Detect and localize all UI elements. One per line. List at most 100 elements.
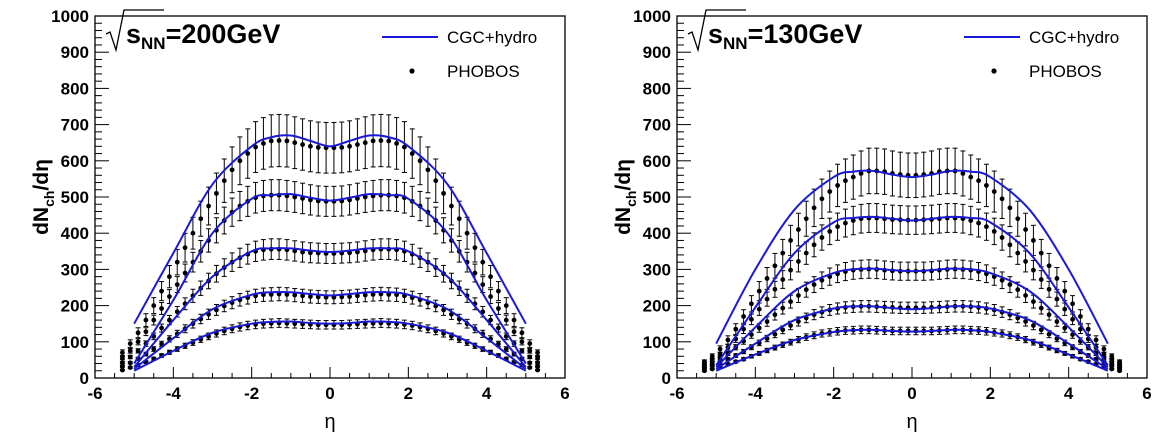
data-marker — [127, 348, 133, 354]
data-point — [268, 318, 274, 329]
data-point — [1023, 250, 1029, 273]
data-marker — [819, 235, 825, 240]
data-marker — [999, 196, 1005, 202]
data-point — [284, 114, 290, 168]
y-tick-label: 200 — [643, 297, 671, 316]
data-point — [339, 242, 345, 264]
data-marker — [143, 317, 149, 323]
x-tick-label: 6 — [1142, 384, 1151, 403]
data-marker — [127, 341, 133, 347]
data-marker — [984, 224, 989, 230]
data-point — [159, 281, 165, 302]
data-point — [999, 271, 1005, 290]
data-marker — [261, 141, 266, 146]
data-marker — [120, 364, 125, 369]
data-point — [300, 182, 306, 215]
data-marker — [1046, 263, 1052, 269]
data-point — [1015, 241, 1021, 265]
data-point — [1015, 281, 1021, 298]
data-series — [119, 113, 541, 356]
x-tick-label: -4 — [748, 384, 764, 403]
energy-s: s — [708, 19, 723, 49]
data-marker — [527, 360, 533, 366]
data-marker — [780, 327, 786, 333]
data-point — [827, 267, 833, 286]
data-point — [119, 349, 125, 356]
data-point — [827, 217, 833, 246]
data-marker — [1054, 296, 1060, 302]
data-marker — [135, 348, 141, 354]
data-marker — [120, 367, 125, 373]
data-point — [229, 296, 235, 310]
data-marker — [796, 319, 801, 324]
data-point — [378, 286, 384, 302]
data-point — [811, 232, 817, 258]
data-point — [354, 288, 360, 303]
data-point — [284, 287, 290, 302]
data-marker — [362, 194, 368, 200]
data-marker — [1070, 301, 1075, 307]
data-point — [472, 232, 478, 263]
data-marker — [1007, 205, 1013, 211]
data-point — [835, 163, 841, 208]
energy-sub: NN — [141, 34, 166, 53]
energy-text-value: =200GeV — [166, 19, 281, 49]
data-marker — [519, 330, 525, 336]
x-tick-label: 0 — [907, 384, 916, 403]
data-point — [307, 184, 313, 216]
data-marker — [347, 294, 352, 299]
energy-value: sNN=130GeV — [708, 19, 862, 53]
data-point — [488, 289, 494, 304]
data-point — [780, 301, 786, 315]
data-point — [315, 242, 321, 264]
data-point — [166, 289, 172, 304]
data-marker — [488, 317, 493, 323]
data-point — [119, 367, 125, 373]
y-tick-label: 500 — [61, 188, 89, 207]
y-tick-label: 600 — [61, 152, 89, 171]
data-marker — [764, 319, 770, 324]
model-curve — [133, 290, 527, 370]
data-point — [323, 243, 329, 264]
data-marker — [702, 368, 707, 374]
data-marker — [999, 235, 1005, 240]
data-point — [788, 224, 794, 257]
data-marker — [214, 190, 219, 196]
data-point — [401, 121, 407, 173]
data-point — [709, 366, 715, 372]
data-point — [166, 264, 172, 289]
data-point — [1030, 294, 1036, 309]
data-marker — [976, 220, 981, 226]
data-point — [127, 339, 133, 348]
data-point — [495, 302, 501, 315]
data-marker — [1046, 331, 1052, 337]
x-tick-label: -6 — [87, 384, 102, 403]
data-marker — [221, 178, 227, 184]
data-marker — [308, 143, 313, 149]
data-point — [874, 300, 880, 313]
data-marker — [788, 267, 793, 273]
data-marker — [772, 312, 778, 318]
data-point — [1030, 224, 1036, 257]
data-marker — [796, 259, 801, 264]
data-marker — [480, 259, 486, 265]
data-point — [323, 121, 329, 174]
data-marker — [378, 138, 384, 143]
data-point — [370, 239, 376, 261]
data-point — [347, 120, 353, 173]
data-point — [323, 290, 329, 305]
x-tick-label: -2 — [826, 384, 841, 403]
data-point — [135, 338, 141, 346]
data-point — [347, 319, 353, 330]
data-marker — [1054, 319, 1060, 324]
y-tick-label: 200 — [61, 297, 89, 316]
data-marker — [968, 174, 974, 180]
data-point — [464, 216, 470, 250]
data-point — [527, 354, 533, 360]
y-tick-label: 700 — [61, 116, 89, 135]
data-point — [119, 364, 125, 369]
data-point — [394, 117, 400, 170]
y-axis-title-sub: ch — [623, 191, 639, 207]
data-marker — [717, 352, 723, 357]
data-point — [260, 239, 266, 261]
